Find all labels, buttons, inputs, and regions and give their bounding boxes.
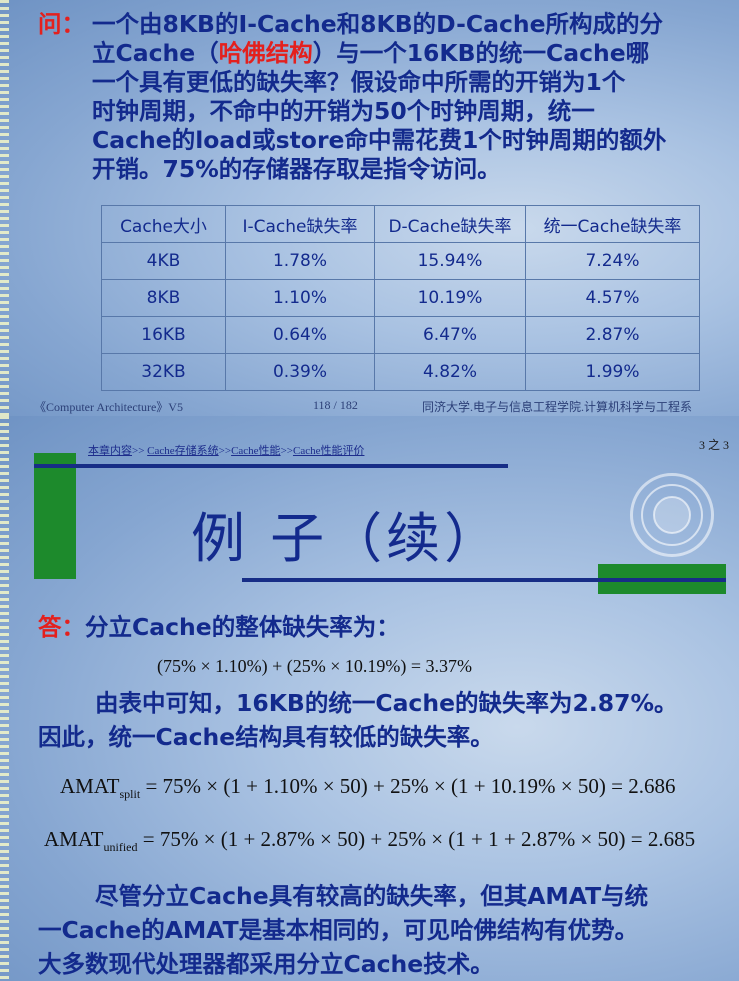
paragraph-2-line-1: 尽管分立Cache具有较高的缺失率，但其AMAT与统 — [95, 882, 649, 910]
slide-previous: 问： 一个由8KB的I-Cache和8KB的D-Cache所构成的分 立Cach… — [0, 0, 739, 416]
decorative-strip — [0, 416, 9, 981]
footer-course: 《Computer Architecture》V5 — [34, 400, 183, 414]
table-header-row: Cache大小 I-Cache缺失率 D-Cache缺失率 统一Cache缺失率 — [101, 205, 700, 243]
breadcrumb-link-cache-system[interactable]: Cache存储系统 — [147, 445, 219, 457]
question-line-4: 时钟周期，不命中的开销为50个时钟周期，统一 — [92, 97, 595, 125]
paragraph-2-line-2: 一Cache的AMAT是基本相同的，可见哈佛结构有优势。 — [38, 916, 639, 944]
table-cell: 15.94% — [374, 242, 526, 280]
question-mark: 问： — [38, 10, 85, 38]
answer-mark: 答： — [38, 613, 85, 641]
table-cell: 0.64% — [225, 316, 375, 354]
table-cell: 1.10% — [225, 279, 375, 317]
question-line-2a: 立Cache（ — [92, 39, 219, 67]
table-cell: 4.57% — [525, 279, 700, 317]
question-line-6: 开销。75%的存储器存取是指令访问。 — [92, 155, 501, 183]
table-cell: 7.24% — [525, 242, 700, 280]
footer-page-number: 118 / 182 — [313, 398, 358, 412]
page-indicator: 3 之 3 — [699, 438, 730, 452]
breadcrumb-link-performance-evaluation[interactable]: Cache性能评价 — [292, 445, 365, 457]
paragraph-1-line-1: 由表中可知，16KB的统一Cache的缺失率为2.87%。 — [95, 689, 678, 717]
amat-subscript: split — [119, 787, 141, 802]
breadcrumb-link-chapter[interactable]: 本章内容 — [88, 445, 132, 457]
equation-amat-unified: AMATunified = 75% × (1 + 2.87% × 50) + 2… — [44, 827, 695, 855]
table-cell: 1.78% — [225, 242, 375, 280]
table-cell: 32KB — [101, 353, 226, 391]
breadcrumb-link-cache-performance[interactable]: Cache性能 — [231, 445, 281, 457]
breadcrumb-separator: >> — [280, 445, 293, 457]
table-cell: 4KB — [101, 242, 226, 280]
breadcrumb: 本章内容>> Cache存储系统>>Cache性能>>Cache性能评价 — [88, 442, 364, 458]
decorative-strip — [0, 0, 9, 416]
answer-text: 分立Cache的整体缺失率为： — [85, 613, 400, 641]
amat-split-expression: = 75% × (1 + 1.10% × 50) + 25% × (1 + 10… — [140, 774, 676, 798]
slide-title: 例 子（续） — [191, 507, 503, 570]
table-row: 4KB 1.78% 15.94% 7.24% — [101, 242, 700, 280]
bottom-rule — [242, 578, 726, 582]
amat-label: AMAT — [44, 827, 104, 851]
question-line-1: 一个由8KB的I-Cache和8KB的D-Cache所构成的分 — [92, 10, 664, 38]
question-line-3: 一个具有更低的缺失率？假设命中所需的开销为1个 — [92, 68, 626, 96]
table-cell: 4.82% — [374, 353, 526, 391]
table-cell: 16KB — [101, 316, 226, 354]
green-bar-vertical — [34, 453, 76, 579]
header-icache: I-Cache缺失率 — [225, 205, 375, 243]
table-row: 16KB 0.64% 6.47% 2.87% — [101, 316, 700, 354]
amat-label: AMAT — [60, 774, 120, 798]
equation-split-miss-rate: (75% × 1.10%) + (25% × 10.19%) = 3.37% — [157, 656, 473, 676]
breadcrumb-separator: >> — [218, 445, 232, 457]
slide-current: 本章内容>> Cache存储系统>>Cache性能>>Cache性能评价 3 之… — [0, 416, 739, 981]
header-unified: 统一Cache缺失率 — [525, 205, 700, 243]
header-cache-size: Cache大小 — [101, 205, 226, 243]
question-block: 问： 一个由8KB的I-Cache和8KB的D-Cache所构成的分 立Cach… — [38, 10, 738, 184]
table-cell: 1.99% — [525, 353, 700, 391]
paragraph-1-line-2: 因此，统一Cache结构具有较低的缺失率。 — [38, 723, 494, 751]
question-line-5: Cache的load或store命中需花费1个时钟周期的额外 — [92, 126, 667, 154]
miss-rate-table: Cache大小 I-Cache缺失率 D-Cache缺失率 统一Cache缺失率… — [101, 205, 700, 391]
equation-amat-split: AMATsplit = 75% × (1 + 1.10% × 50) + 25%… — [60, 774, 675, 802]
university-seal — [630, 473, 714, 557]
table-cell: 2.87% — [525, 316, 700, 354]
table-row: 32KB 0.39% 4.82% 1.99% — [101, 353, 700, 391]
table-cell: 0.39% — [225, 353, 375, 391]
table-cell: 10.19% — [374, 279, 526, 317]
table-row: 8KB 1.10% 10.19% 4.57% — [101, 279, 700, 317]
question-line-2b: ）与一个16KB的统一Cache哪 — [312, 39, 650, 67]
header-dcache: D-Cache缺失率 — [374, 205, 526, 243]
footer-institution: 同济大学.电子与信息工程学院.计算机科学与工程系 — [422, 400, 693, 414]
top-rule — [34, 464, 508, 468]
answer-line: 答：分立Cache的整体缺失率为： — [38, 608, 400, 642]
table-cell: 8KB — [101, 279, 226, 317]
amat-unified-expression: = 75% × (1 + 2.87% × 50) + 25% × (1 + 1 … — [137, 827, 696, 851]
paragraph-2-line-3: 大多数现代处理器都采用分立Cache技术。 — [38, 950, 494, 978]
harvard-highlight: 哈佛结构 — [218, 39, 313, 67]
breadcrumb-separator: >> — [132, 445, 148, 457]
amat-subscript: unified — [103, 840, 138, 855]
table-cell: 6.47% — [374, 316, 526, 354]
